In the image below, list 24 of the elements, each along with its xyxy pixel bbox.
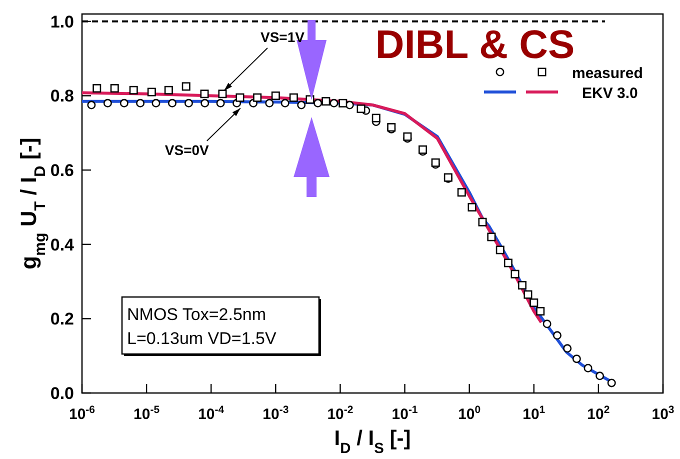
annotation: VS=1V	[260, 29, 306, 46]
chart-title: DIBL & CS	[375, 23, 575, 67]
x-tick-label: 10$^{0}$	[458, 404, 481, 423]
x-tick-label: 10$^{-6}$	[68, 404, 96, 423]
annotation: NMOS Tox=2.5nm	[127, 305, 266, 324]
x-tick-label: 10$^{1}$	[522, 404, 546, 423]
y-tick-label: 1.0	[50, 12, 74, 32]
y-tick-label: 0.4	[50, 235, 75, 254]
x-tick-label: 10$^{-2}$	[327, 404, 354, 423]
legend-label: EKV 3.0	[582, 85, 638, 102]
legend-label: measured	[572, 65, 643, 82]
y-tick-label: 0.0	[50, 384, 74, 403]
x-tick-label: 10$^{-1}$	[392, 404, 418, 423]
y-tick-label: 0.6	[50, 161, 74, 180]
y-tick-label: 0.2	[50, 310, 74, 329]
x-tick-label: 10$^{-5}$	[134, 404, 160, 423]
x-tick-label: 10$^{3}$	[652, 404, 674, 423]
annotation: VS=0V	[164, 142, 210, 158]
y-tick-label: 0.8	[50, 86, 74, 106]
x-tick-label: 10$^{-4}$	[198, 404, 224, 423]
x-axis-title: I$_{D}$ / I$_{S}$ [-]	[334, 427, 411, 457]
annotation: L=0.13um VD=1.5V	[127, 329, 277, 348]
x-tick-label: 10$^{2}$	[587, 404, 610, 423]
x-tick-label: 10$^{-3}$	[262, 404, 289, 423]
